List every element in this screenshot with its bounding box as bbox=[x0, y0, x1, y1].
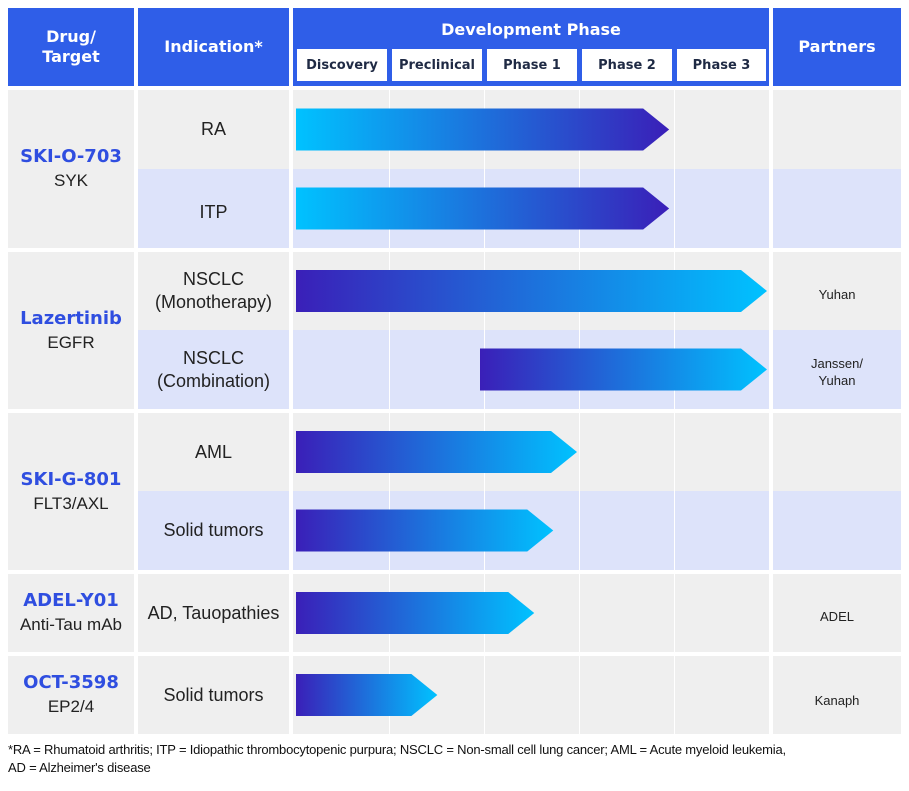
header-indication-label: Indication* bbox=[164, 37, 263, 56]
drug-cell-bg bbox=[8, 252, 134, 409]
drug-target: SYK bbox=[53, 171, 89, 190]
header-partners: Partners bbox=[773, 8, 901, 86]
header-drug-target-label: Drug/ Target bbox=[42, 27, 100, 66]
pipeline-bar-ski-o-703 bbox=[296, 108, 670, 151]
drug-target: Anti-Tau mAb bbox=[19, 615, 123, 634]
drug-cell-ski-g-801: SKI-G-801 FLT3/AXL bbox=[8, 413, 134, 570]
header-drug-target: Drug/ Target bbox=[8, 8, 134, 86]
drug-cell-oct-3598: OCT-3598 EP2/4 bbox=[8, 656, 134, 734]
drug-cell-bg bbox=[8, 656, 134, 734]
partner-cell: ADEL bbox=[820, 608, 854, 624]
phase-divider bbox=[389, 90, 390, 734]
partner-cell: Kanaph bbox=[814, 692, 860, 708]
indication-cell: AML bbox=[194, 441, 232, 462]
header-indication: Indication* bbox=[138, 8, 289, 86]
drug-name: SKI-G-801 bbox=[20, 468, 122, 490]
drug-cell-bg bbox=[8, 413, 134, 570]
pipeline-bar-lazertinib bbox=[296, 270, 767, 312]
phase-header-discovery: Discovery bbox=[297, 49, 387, 81]
phase-divider bbox=[674, 90, 675, 734]
drug-name: SKI-O-703 bbox=[20, 146, 122, 167]
footnote-text: *RA = Rhumatoid arthritis; ITP = Idiopat… bbox=[8, 742, 786, 775]
drug-target: EP2/4 bbox=[47, 697, 95, 716]
drug-target: FLT3/AXL bbox=[33, 493, 109, 513]
indication-cell: ITP bbox=[199, 202, 228, 222]
indication-cell: Solid tumors bbox=[163, 520, 264, 540]
row-bg bbox=[138, 656, 901, 734]
header-partners-label: Partners bbox=[798, 37, 876, 56]
indication-cell: RA bbox=[200, 119, 226, 139]
drug-name: OCT-3598 bbox=[23, 672, 119, 693]
drug-name: ADEL-Y01 bbox=[23, 590, 119, 611]
pipeline-bar-ski-g-801 bbox=[296, 509, 554, 552]
phase-divider bbox=[579, 90, 580, 734]
phase-header-phase-1: Phase 1 bbox=[487, 49, 577, 81]
phase-divider bbox=[484, 90, 485, 734]
partner-cell: Yuhan bbox=[818, 286, 856, 302]
indication-cell: NSCLC (Combination) bbox=[156, 347, 271, 391]
pipeline-bar-lazertinib bbox=[480, 348, 767, 391]
phase-header-phase-2: Phase 2 bbox=[582, 49, 672, 81]
drug-cell-lazertinib: Lazertinib EGFR bbox=[8, 252, 134, 409]
phase-header-phase-3: Phase 3 bbox=[677, 49, 766, 81]
column-divider bbox=[289, 90, 293, 734]
header-development-phase-label: Development Phase bbox=[441, 20, 621, 39]
phase-header-preclinical: Preclinical bbox=[392, 49, 482, 81]
footnote: *RA = Rhumatoid arthritis; ITP = Idiopat… bbox=[8, 741, 908, 777]
pipeline-bar-ski-g-801 bbox=[296, 431, 577, 473]
partner-cell: Janssen/ Yuhan bbox=[810, 356, 864, 388]
drug-cell-bg bbox=[8, 90, 134, 248]
drug-cell-ski-o-703: SKI-O-703 SYK bbox=[8, 90, 134, 248]
pipeline-bar-ski-o-703 bbox=[296, 187, 670, 230]
drug-target: EGFR bbox=[47, 332, 95, 352]
indication-cell: Solid tumors bbox=[163, 684, 264, 705]
pipeline-bar-adel-y01 bbox=[296, 592, 535, 634]
column-divider bbox=[769, 90, 773, 734]
drug-cell-bg bbox=[8, 574, 134, 652]
indication-cell: NSCLC (Monotherapy) bbox=[154, 269, 273, 312]
drug-name: Lazertinib bbox=[20, 307, 122, 329]
drug-cell-adel-y01: ADEL-Y01 Anti-Tau mAb bbox=[8, 574, 134, 652]
indication-cell: AD, Tauopathies bbox=[147, 602, 280, 623]
pipeline-bar-oct-3598 bbox=[296, 674, 438, 716]
